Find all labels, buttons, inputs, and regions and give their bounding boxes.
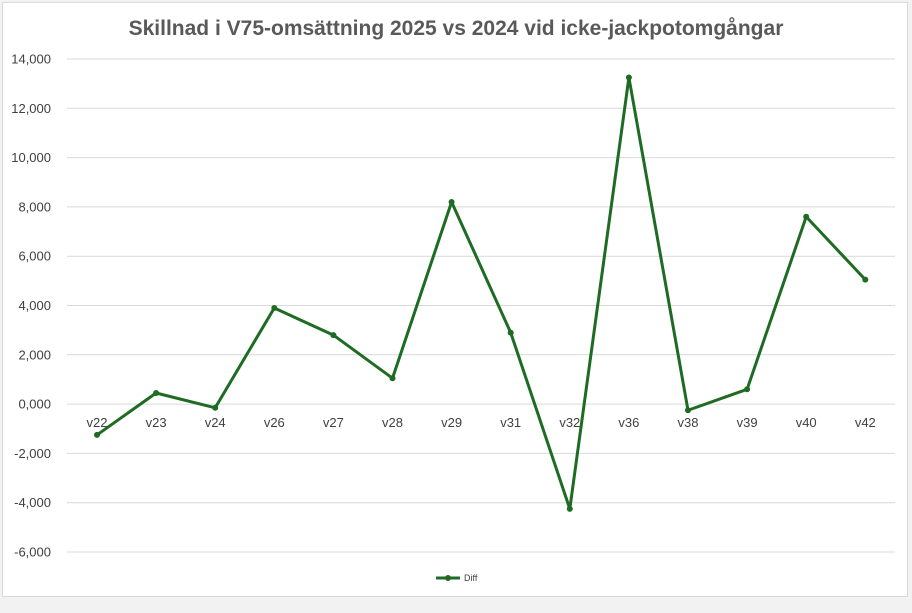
x-tick-label: v29 bbox=[441, 415, 462, 430]
data-point bbox=[212, 404, 219, 411]
chart-area: Skillnad i V75-omsättning 2025 vs 2024 v… bbox=[2, 2, 908, 597]
y-tick-label: -6,000 bbox=[14, 545, 51, 560]
data-point bbox=[330, 332, 337, 339]
y-tick-label: -2,000 bbox=[14, 446, 51, 461]
data-point bbox=[153, 390, 160, 397]
x-tick-label: v38 bbox=[678, 415, 699, 430]
y-tick-label: 4,000 bbox=[18, 298, 51, 313]
x-tick-label: v26 bbox=[264, 415, 285, 430]
x-tick-label: v24 bbox=[205, 415, 226, 430]
y-tick-label: 14,000 bbox=[11, 52, 51, 67]
data-point bbox=[862, 276, 869, 283]
data-point bbox=[625, 74, 632, 81]
x-tick-label: v23 bbox=[146, 415, 167, 430]
x-tick-label: v39 bbox=[737, 415, 758, 430]
x-tick-label: v32 bbox=[559, 415, 580, 430]
x-tick-label: v36 bbox=[618, 415, 639, 430]
x-tick-label: v42 bbox=[855, 415, 876, 430]
data-point bbox=[507, 329, 514, 336]
x-tick-label: v28 bbox=[382, 415, 403, 430]
y-tick-label: 12,000 bbox=[11, 101, 51, 116]
data-point bbox=[271, 304, 278, 311]
data-point bbox=[685, 407, 691, 414]
y-tick-label: 6,000 bbox=[18, 249, 51, 264]
data-point bbox=[448, 198, 455, 205]
legend-marker bbox=[445, 575, 451, 581]
chart-title: Skillnad i V75-omsättning 2025 vs 2024 v… bbox=[128, 17, 784, 40]
data-point bbox=[566, 505, 573, 512]
legend-label: Diff bbox=[464, 573, 478, 583]
data-point bbox=[94, 431, 100, 438]
data-point bbox=[389, 375, 396, 382]
x-tick-label: v22 bbox=[87, 415, 108, 430]
y-tick-label: 0,000 bbox=[18, 397, 51, 412]
x-tick-label: v40 bbox=[796, 415, 817, 430]
x-tick-label: v27 bbox=[323, 415, 344, 430]
y-tick-label: 2,000 bbox=[18, 347, 51, 362]
series-line-diff bbox=[95, 75, 867, 511]
y-tick-label: 10,000 bbox=[11, 150, 51, 165]
y-tick-label: 8,000 bbox=[18, 199, 51, 214]
y-tick-label: -4,000 bbox=[14, 495, 51, 510]
data-point bbox=[744, 386, 751, 393]
data-point bbox=[803, 213, 810, 220]
x-tick-label: v31 bbox=[500, 415, 521, 430]
